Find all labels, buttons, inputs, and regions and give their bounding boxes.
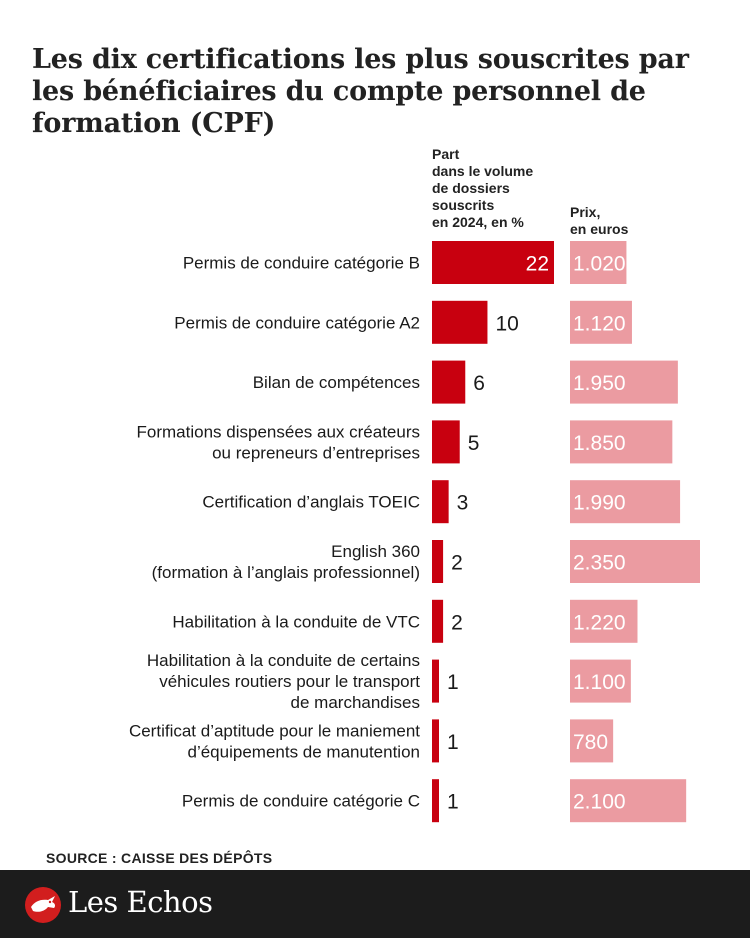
category-label: Certification d’anglais TOEIC <box>202 493 420 512</box>
category-label-line: Habilitation à la conduite de VTC <box>172 612 420 631</box>
price-value-label: 1.020 <box>573 253 626 276</box>
price-value-label: 1.220 <box>573 611 626 634</box>
category-label: Bilan de compétences <box>253 373 420 392</box>
source-note: SOURCE : CAISSE DES DÉPÔTS <box>46 850 273 866</box>
price-bar <box>570 599 638 643</box>
share-bar <box>432 599 444 643</box>
share-bar <box>432 540 444 583</box>
price-value-label: 780 <box>573 731 608 754</box>
share-value-label: 5 <box>468 432 480 455</box>
category-label: Formations dispensées aux créateurs ou re… <box>137 422 420 462</box>
share-bar <box>432 360 466 404</box>
share-value-label: 1 <box>447 731 459 754</box>
share-bar <box>432 779 439 823</box>
share-value-label: 6 <box>473 372 485 395</box>
share-value-label: 1 <box>447 791 459 814</box>
category-label-line: Certificat d’aptitude pour le maniement <box>129 721 420 740</box>
price-value-label: 2.100 <box>573 791 626 814</box>
category-label: Permis de conduire catégorie B <box>183 254 420 273</box>
price-bar <box>570 241 627 284</box>
price-bar <box>570 659 631 703</box>
price-bar <box>570 779 687 823</box>
share-value-label: 2 <box>451 552 463 575</box>
category-label: Habilitation à la conduite de VTC <box>172 612 420 631</box>
category-label-line: Permis de conduire catégorie C <box>182 792 420 811</box>
share-value-label: 1 <box>447 671 459 694</box>
category-label-line: Habilitation à la conduite de certains <box>147 651 420 670</box>
price-bar <box>570 540 700 583</box>
les-echos-bird-logo <box>25 887 61 923</box>
category-label: Certificat d’aptitude pour le maniement d… <box>129 721 420 761</box>
chart-title: Les dix certifications les plus souscrit… <box>32 44 689 139</box>
les-echos-logo-text: Les Echos <box>68 885 213 919</box>
price-value-label: 2.350 <box>573 552 626 575</box>
category-label-line: Certification d’anglais TOEIC <box>202 493 420 512</box>
share-value-label: 10 <box>495 312 518 335</box>
price-value-label: 1.100 <box>573 671 626 694</box>
share-column-header: Part dans le volume de dossiers souscrit… <box>432 146 534 230</box>
category-label-line: (formation à l’anglais professionnel) <box>152 563 420 582</box>
category-label: Permis de conduire catégorie C <box>182 792 420 811</box>
price-bar <box>570 420 673 464</box>
category-label-line: English 360 <box>331 542 420 561</box>
category-label-line: ou repreneurs d’entreprises <box>212 443 420 462</box>
share-value-label: 2 <box>451 611 463 634</box>
category-label: English 360 (formation à l’anglais profes… <box>152 542 420 582</box>
price-bar <box>570 719 614 763</box>
bar-chart: Permis de conduire catégorie B 22 1.020Per… <box>129 241 700 823</box>
price-bar <box>570 300 632 344</box>
price-bar <box>570 480 681 524</box>
category-label: Habilitation à la conduite de certains vé… <box>147 651 420 712</box>
category-label: Permis de conduire catégorie A2 <box>174 313 420 332</box>
share-bar <box>432 300 488 344</box>
price-value-label: 1.990 <box>573 492 626 515</box>
footer-bar: Les Echos <box>0 870 750 938</box>
share-value-label: 3 <box>457 492 469 515</box>
category-label-line: Bilan de compétences <box>253 373 420 392</box>
category-label-line: Permis de conduire catégorie B <box>183 254 420 273</box>
category-label-line: véhicules routiers pour le transport <box>159 672 420 691</box>
price-column-header: Prix, en euros <box>570 204 629 237</box>
category-label-line: Permis de conduire catégorie A2 <box>174 313 420 332</box>
share-value-label: 22 <box>526 253 549 276</box>
share-bar <box>432 480 449 524</box>
share-bar <box>432 241 554 284</box>
price-value-label: 1.850 <box>573 432 626 455</box>
price-value-label: 1.120 <box>573 312 626 335</box>
category-label-line: Formations dispensées aux créateurs <box>137 422 420 441</box>
price-value-label: 1.950 <box>573 372 626 395</box>
price-bar <box>570 360 678 404</box>
share-bar <box>432 659 439 703</box>
share-bar <box>432 719 439 763</box>
category-label-line: d’équipements de manutention <box>188 742 421 761</box>
share-bar <box>432 420 460 464</box>
category-label-line: de marchandises <box>291 693 420 712</box>
